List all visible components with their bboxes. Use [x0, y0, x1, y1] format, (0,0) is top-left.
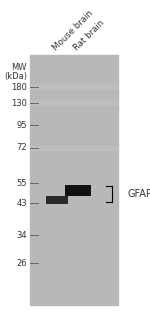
Text: MW: MW	[12, 63, 27, 71]
Bar	[30, 101, 118, 105]
Bar	[30, 146, 118, 150]
Text: GFAP: GFAP	[128, 189, 150, 199]
Bar	[46, 196, 68, 204]
Bar	[65, 184, 91, 196]
Text: 130: 130	[11, 99, 27, 108]
Text: Rat brain: Rat brain	[72, 18, 106, 52]
Bar	[30, 85, 118, 89]
Text: 34: 34	[16, 231, 27, 240]
Text: Mouse brain: Mouse brain	[51, 8, 94, 52]
Text: 26: 26	[16, 258, 27, 268]
Text: 55: 55	[16, 179, 27, 188]
Text: 43: 43	[16, 198, 27, 207]
Text: 95: 95	[16, 121, 27, 130]
Bar	[30, 55, 118, 305]
Text: 72: 72	[16, 144, 27, 152]
Text: (kDa): (kDa)	[4, 71, 27, 80]
Text: 180: 180	[11, 83, 27, 92]
